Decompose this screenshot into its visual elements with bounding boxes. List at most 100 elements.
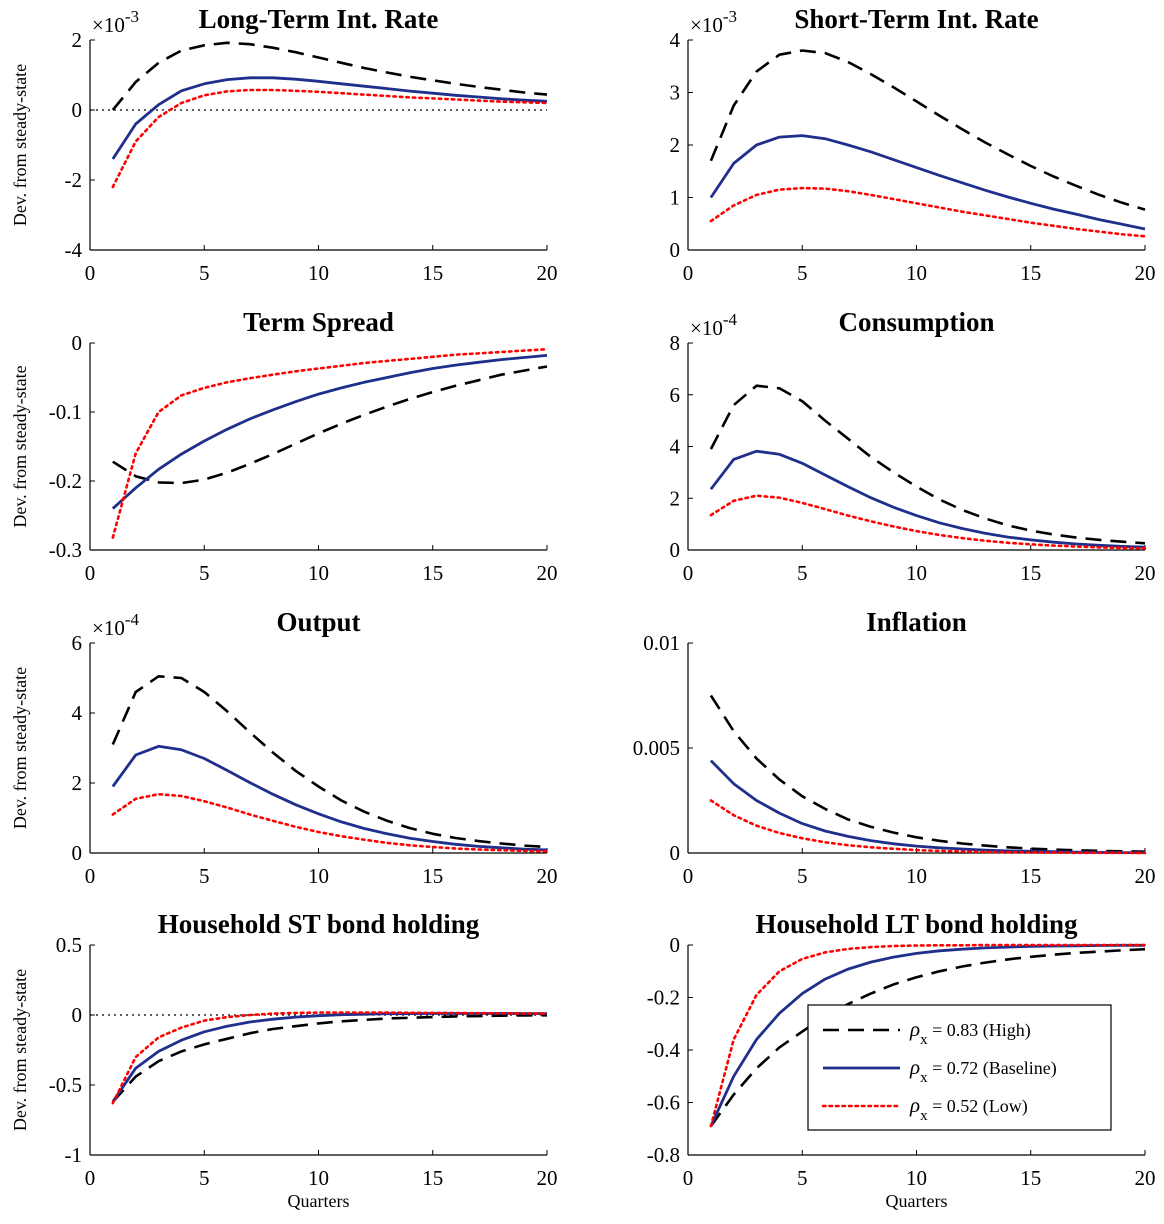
series-line-high [709, 384, 1146, 545]
legend-label-baseline: ρx = 0.72 (Baseline) [909, 1055, 1057, 1086]
y-tick-label: 0 [670, 538, 681, 562]
y-tick-label: -4 [65, 238, 83, 262]
y-tick-label: 0 [72, 1003, 83, 1027]
y-tick-label: 2 [72, 28, 83, 52]
x-tick-label: 5 [797, 864, 808, 888]
legend-symbol: ρ [909, 1093, 920, 1117]
x-tick-label: 15 [422, 561, 443, 585]
x-tick-label: 5 [199, 864, 210, 888]
x-axis-label: Quarters [886, 1191, 948, 1211]
x-tick-label: 15 [422, 1166, 443, 1190]
axis-exponent: -4 [125, 610, 140, 629]
legend-text: = 0.52 (Low) [928, 1096, 1028, 1117]
y-tick-label: -1 [65, 1143, 83, 1167]
y-tick-label: 0 [72, 98, 83, 122]
y-tick-label: 6 [72, 631, 83, 655]
legend-symbol: ρ [909, 1055, 920, 1079]
panel-title: Household LT bond holding [756, 909, 1078, 939]
y-tick-label: 2 [670, 133, 681, 157]
x-axis-label: Quarters [288, 1191, 350, 1211]
y-tick-label: -0.1 [49, 400, 82, 424]
axis-multiplier: ×10-3 [690, 7, 737, 37]
axis-multiplier: ×10-4 [690, 310, 738, 340]
panel-5: 0 5 10 15 20 0 2 4 6 ×10-4 Output Dev. from steady-… [10, 607, 558, 888]
series-line-low [111, 1011, 549, 1105]
x-tick-label: 5 [199, 561, 210, 585]
y-tick-label: 2 [670, 486, 681, 510]
y-tick-label: -0.8 [647, 1143, 680, 1167]
series-line-low [111, 792, 549, 853]
x-tick-label: 0 [683, 1166, 694, 1190]
x-tick-label: 10 [906, 561, 927, 585]
series-line-low [709, 799, 1147, 855]
panel-title: Inflation [866, 607, 967, 637]
legend-subscript: x [920, 1032, 928, 1048]
y-tick-label: 0 [72, 331, 83, 355]
y-axis-label: Dev. from steady-state [10, 667, 30, 829]
x-tick-label: 15 [1020, 1166, 1041, 1190]
series-line-baseline [111, 354, 548, 510]
x-tick-label: 10 [308, 261, 329, 285]
series-line-baseline [111, 76, 548, 160]
x-tick-label: 20 [1135, 561, 1156, 585]
panel-1: 0 5 10 15 20 -4 -2 0 2 ×10-3 Long-Term Int. Rate De… [10, 4, 558, 285]
series-line-high [111, 674, 548, 849]
series-line-high [111, 41, 548, 111]
x-tick-label: 0 [683, 561, 694, 585]
series-line-high [112, 365, 548, 485]
x-tick-label: 10 [906, 1166, 927, 1190]
series-line-low [111, 88, 549, 189]
x-tick-label: 15 [1020, 261, 1041, 285]
x-tick-label: 5 [199, 1166, 210, 1190]
x-tick-label: 5 [797, 1166, 808, 1190]
x-tick-label: 0 [683, 261, 694, 285]
y-axis-label: Dev. from steady-state [10, 365, 30, 527]
y-tick-label: 4 [670, 28, 681, 52]
axis-exponent: -3 [723, 7, 737, 26]
y-tick-label: 0.01 [643, 631, 680, 655]
series-line-low [709, 186, 1147, 238]
legend-text: = 0.72 (Baseline) [928, 1058, 1057, 1079]
axis-exponent: -3 [125, 7, 139, 26]
x-tick-label: 0 [85, 561, 96, 585]
legend-subscript: x [920, 1108, 928, 1124]
panel-3: 0 5 10 15 20 -0.3 -0.2 -0.1 0 Term Spread Dev. fro… [10, 307, 558, 585]
series-line-low [709, 943, 1147, 1128]
x-tick-label: 5 [199, 261, 210, 285]
series-line-high [709, 694, 1146, 853]
series-line-baseline [709, 759, 1145, 854]
axis-exponent: -4 [723, 310, 738, 329]
x-tick-label: 20 [537, 864, 558, 888]
panels: 0 5 10 15 20-4-202×10-3 Long-Term Int. RateDe… [10, 4, 1156, 1211]
series-line-baseline [111, 744, 548, 852]
y-tick-label: 1 [670, 186, 681, 210]
series-line-baseline [709, 134, 1146, 231]
y-tick-label: 0 [670, 933, 681, 957]
y-axis-label: Dev. from steady-state [10, 969, 30, 1131]
x-tick-label: 0 [683, 864, 694, 888]
y-tick-label: 0.5 [56, 933, 82, 957]
y-tick-label: 0.005 [633, 736, 680, 760]
series-line-high [111, 1014, 548, 1103]
panel-7: 0 5 10 15 20 -1 -0.5 0 0.5 Household ST bond hold… [10, 909, 558, 1211]
panel-4: 0 5 10 15 20 0 2 4 6 8 ×10-4 Consumption [670, 307, 1156, 585]
y-tick-label: 3 [670, 81, 681, 105]
series-line-high [709, 49, 1146, 211]
panel-2: 0 5 10 15 20 0 1 2 3 4 ×10-3 Short-Term Int. Rate [670, 4, 1156, 285]
x-tick-label: 20 [537, 561, 558, 585]
y-tick-label: 8 [670, 331, 681, 355]
x-tick-label: 10 [308, 1166, 329, 1190]
panel-title: Consumption [838, 307, 994, 337]
panel-title: Household ST bond holding [158, 909, 480, 939]
series-line-low [709, 494, 1147, 550]
x-tick-label: 20 [1135, 1166, 1156, 1190]
x-tick-label: 0 [85, 261, 96, 285]
y-tick-label: 6 [670, 383, 681, 407]
y-tick-label: 0 [72, 841, 83, 865]
series-line-baseline [709, 449, 1146, 549]
x-tick-label: 0 [85, 864, 96, 888]
x-tick-label: 5 [797, 261, 808, 285]
legend-label-low: ρx = 0.52 (Low) [909, 1093, 1028, 1124]
axis-multiplier: ×10-3 [92, 7, 139, 37]
